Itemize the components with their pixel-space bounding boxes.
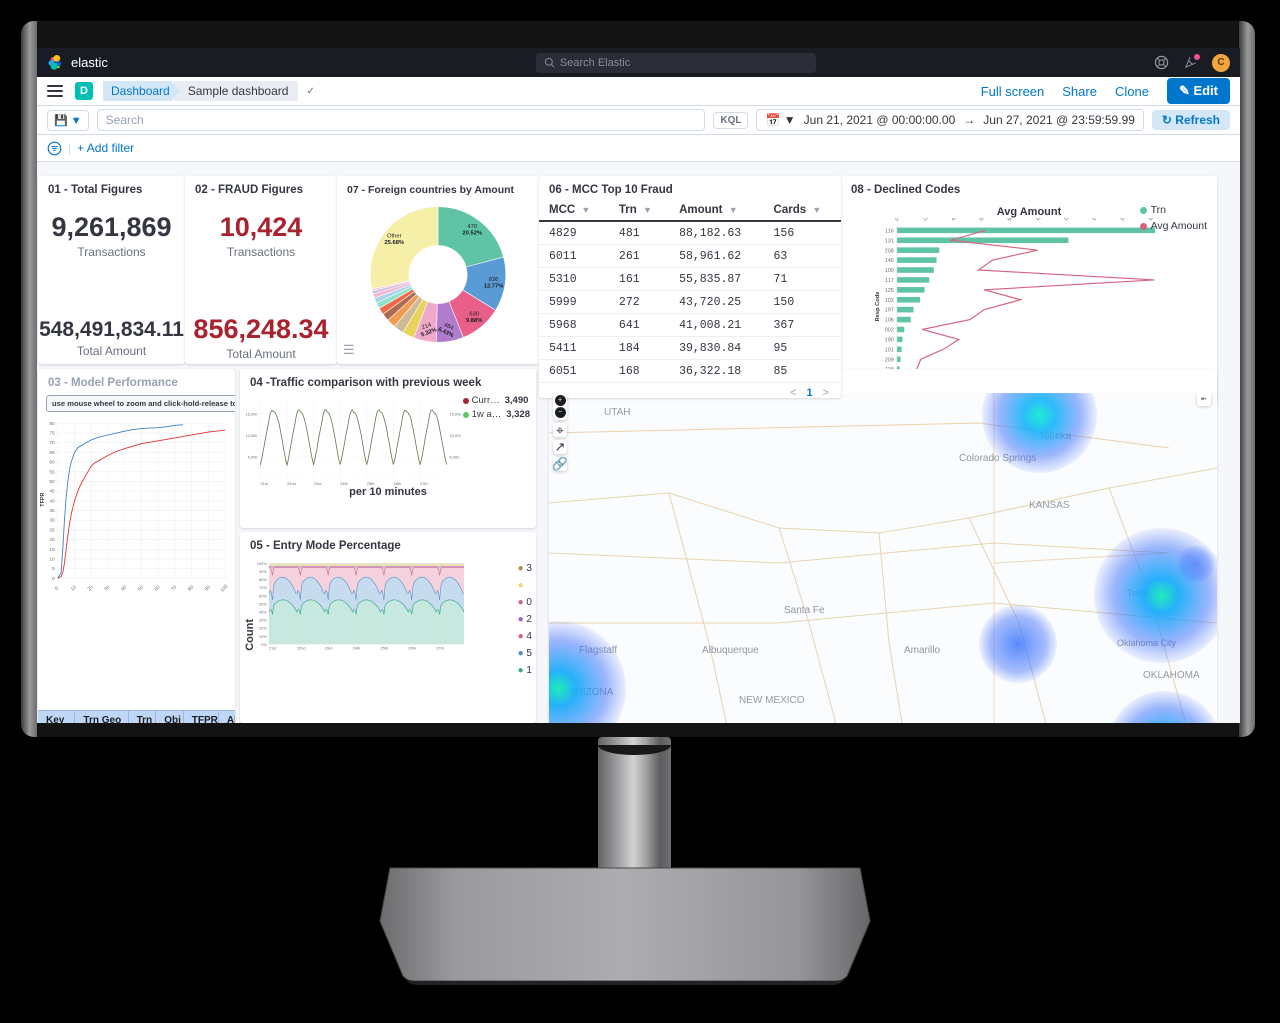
svg-text:40: 40 [950,218,958,223]
svg-text:Amarillo: Amarillo [904,645,941,656]
svg-text:22nd: 22nd [287,481,296,486]
svg-text:Flagstaff: Flagstaff [579,645,617,656]
svg-text:UTAH: UTAH [604,407,630,418]
svg-text:TFPR: TFPR [40,493,46,507]
svg-text:117: 117 [885,278,894,284]
svg-text:0: 0 [894,218,900,223]
svg-text:21st: 21st [269,646,277,651]
svg-text:55: 55 [49,469,55,475]
svg-text:5,000: 5,000 [248,454,259,459]
svg-text:116: 116 [885,228,894,234]
svg-text:OKLAHOMA: OKLAHOMA [1143,670,1200,681]
svg-text:5,000: 5,000 [450,454,461,459]
svg-text:Tulsa: Tulsa [1127,588,1149,598]
svg-text:26th: 26th [408,646,416,651]
svg-text:24th: 24th [353,646,361,651]
svg-text:65: 65 [49,450,55,456]
svg-text:190: 190 [885,337,894,343]
svg-text:002: 002 [885,328,894,334]
svg-text:146: 146 [885,258,894,264]
svg-text:20: 20 [49,537,55,543]
svg-text:90: 90 [204,584,212,592]
svg-text:23rd: 23rd [314,481,322,486]
svg-text:40: 40 [120,584,128,592]
svg-text:100: 100 [219,583,229,593]
svg-text:50%: 50% [259,601,267,606]
svg-text:15: 15 [49,547,55,553]
svg-text:5: 5 [52,566,55,572]
svg-text:70: 70 [49,440,55,446]
svg-text:125: 125 [885,288,894,294]
svg-text:0%: 0% [261,642,267,647]
svg-text:10: 10 [49,556,55,562]
svg-text:25th: 25th [380,646,388,651]
svg-text:23rd: 23rd [325,646,333,651]
svg-text:50: 50 [137,584,145,592]
svg-text:20: 20 [86,584,94,592]
svg-text:85: 85 [49,416,55,417]
svg-text:21st: 21st [260,481,268,486]
svg-text:40%: 40% [259,609,267,614]
svg-text:10: 10 [70,584,78,592]
svg-text:70: 70 [170,584,178,592]
svg-text:35: 35 [49,508,55,514]
svg-text:30: 30 [49,518,55,524]
svg-text:101: 101 [885,347,894,353]
svg-text:60: 60 [49,460,55,466]
svg-text:Santa Fe: Santa Fe [784,605,825,616]
svg-text:80: 80 [1007,218,1015,223]
svg-text:208: 208 [885,248,894,254]
svg-text:NEW MEXICO: NEW MEXICO [739,695,805,706]
svg-text:60%: 60% [259,593,267,598]
svg-text:197: 197 [885,308,894,314]
svg-text:27th: 27th [436,646,444,651]
svg-text:70%: 70% [259,585,267,590]
svg-text:75: 75 [49,431,55,437]
svg-text:10,000: 10,000 [450,433,461,438]
svg-text:80%: 80% [259,577,267,582]
svg-text:0: 0 [52,576,55,582]
svg-text:106: 106 [885,318,894,324]
svg-text:30%: 30% [259,618,267,623]
svg-text:50: 50 [49,479,55,485]
svg-text:25: 25 [49,527,55,533]
svg-text:22nd: 22nd [297,646,306,651]
svg-text:60: 60 [153,584,161,592]
svg-text:0: 0 [54,585,60,591]
svg-text:60: 60 [978,218,986,223]
svg-text:20: 20 [922,218,930,223]
svg-text:100: 100 [1035,218,1045,223]
svg-text:131: 131 [885,238,894,244]
svg-text:15,000: 15,000 [246,411,258,416]
svg-text:10%: 10% [259,634,267,639]
svg-text:140: 140 [1091,218,1101,223]
svg-text:24th: 24th [340,481,348,486]
svg-text:KANSAS: KANSAS [1029,500,1070,511]
svg-text:ARIZONA: ARIZONA [569,687,614,698]
svg-text:100%: 100% [257,561,268,566]
svg-text:Resp Code: Resp Code [875,292,881,322]
svg-text:Albuquerque: Albuquerque [702,645,759,656]
svg-text:40: 40 [49,498,55,504]
svg-text:Topeka: Topeka [1039,431,1072,442]
svg-text:102: 102 [885,298,894,304]
svg-text:80: 80 [187,584,195,592]
svg-text:45: 45 [49,489,55,495]
svg-text:209: 209 [885,357,894,363]
svg-text:Oklahoma City: Oklahoma City [1117,638,1177,648]
svg-text:15,000: 15,000 [450,411,461,416]
svg-text:30: 30 [103,584,111,592]
svg-text:20%: 20% [259,626,267,631]
svg-text:10,000: 10,000 [246,433,258,438]
svg-text:Colorado Springs: Colorado Springs [959,453,1036,464]
svg-text:120: 120 [1063,218,1073,223]
svg-text:80: 80 [49,421,55,427]
svg-text:100: 100 [885,268,894,274]
svg-text:160: 160 [1119,218,1129,223]
svg-text:90%: 90% [259,569,267,574]
